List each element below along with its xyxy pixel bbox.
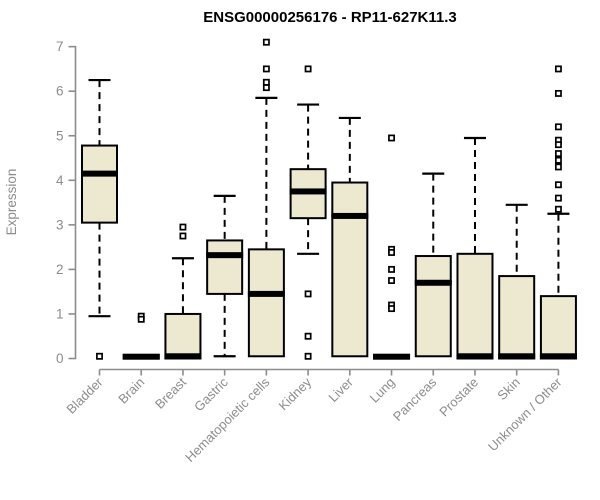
outlier-point-unknown-other	[554, 163, 562, 171]
outlier-point-unknown-other	[554, 194, 562, 202]
outlier-point-unknown-other	[554, 123, 562, 131]
x-category-label-brain: Brain	[115, 375, 147, 407]
outlier-point-bladder	[96, 352, 103, 360]
outlier-point-unknown-other	[554, 141, 562, 149]
outlier-point-unknown-other	[554, 150, 562, 158]
outlier-point-unknown-other	[554, 181, 562, 189]
y-tick-label: 7	[56, 39, 64, 54]
box-pancreas	[414, 255, 452, 358]
y-tick-label: 5	[56, 128, 64, 143]
x-category-label-gastric: Gastric	[191, 374, 231, 414]
outlier-point-kidney	[304, 332, 312, 340]
outlier-point-kidney	[304, 65, 312, 73]
box-prostate	[456, 252, 494, 360]
box-hematopoietic-cells	[247, 248, 285, 358]
outlier-point-unknown-other	[554, 205, 562, 213]
median-line-pancreas	[414, 279, 452, 286]
outlier-point-lung	[388, 265, 395, 273]
y-axis-title: Expression	[4, 169, 19, 236]
median-line-brain	[122, 353, 160, 360]
median-line-hematopoietic-cells	[247, 290, 285, 297]
box-unknown-other	[539, 295, 577, 360]
y-tick-label: 0	[56, 351, 64, 366]
outlier-point-breast	[179, 223, 187, 231]
outlier-point-kidney	[304, 290, 312, 298]
median-line-prostate	[456, 353, 494, 360]
median-line-liver	[331, 212, 369, 219]
median-line-breast	[164, 353, 202, 360]
outlier-point-hematopoietic-cells	[262, 78, 270, 86]
outlier-point-hematopoietic-cells	[262, 65, 270, 73]
median-line-lung	[373, 353, 411, 360]
box-gastric	[206, 239, 244, 295]
median-line-kidney	[289, 188, 327, 195]
y-tick-label: 4	[56, 173, 64, 188]
x-category-label-bladder: Bladder	[63, 374, 106, 417]
outlier-point-brain	[137, 315, 145, 323]
outlier-point-breast	[179, 232, 187, 240]
median-line-bladder	[81, 170, 118, 177]
box-bladder	[81, 144, 118, 224]
y-tick-label: 6	[56, 84, 64, 99]
box-liver	[331, 181, 369, 358]
outlier-point-lung	[388, 249, 395, 256]
outlier-point-hematopoietic-cells	[262, 38, 270, 46]
outlier-point-unknown-other	[554, 156, 562, 164]
y-tick-label: 1	[56, 306, 64, 321]
x-category-label-pancreas: Pancreas	[390, 374, 440, 424]
outlier-point-hematopoietic-cells	[262, 84, 270, 92]
box-skin	[498, 275, 536, 360]
x-category-label-breast: Breast	[152, 374, 189, 411]
outlier-point-lung	[388, 134, 395, 142]
median-line-skin	[498, 353, 536, 360]
outlier-point-unknown-other	[554, 89, 562, 97]
x-category-label-lung: Lung	[367, 375, 398, 406]
median-line-unknown-other	[539, 353, 577, 360]
median-line-gastric	[206, 252, 244, 259]
x-category-label-kidney: Kidney	[276, 374, 315, 413]
x-category-label-liver: Liver	[325, 374, 356, 405]
outlier-point-unknown-other	[554, 65, 562, 73]
y-tick-label: 3	[56, 217, 64, 232]
x-category-label-skin: Skin	[494, 375, 522, 403]
x-category-label-unknown-other: Unknown / Other	[485, 374, 565, 454]
chart-title: ENSG00000256176 - RP11-627K11.3	[203, 9, 457, 26]
outlier-point-kidney	[304, 352, 312, 360]
outlier-point-lung	[388, 277, 395, 284]
box-breast	[164, 312, 202, 360]
y-tick-label: 2	[56, 262, 64, 277]
outlier-point-lung	[388, 305, 395, 313]
x-category-label-prostate: Prostate	[436, 375, 481, 420]
